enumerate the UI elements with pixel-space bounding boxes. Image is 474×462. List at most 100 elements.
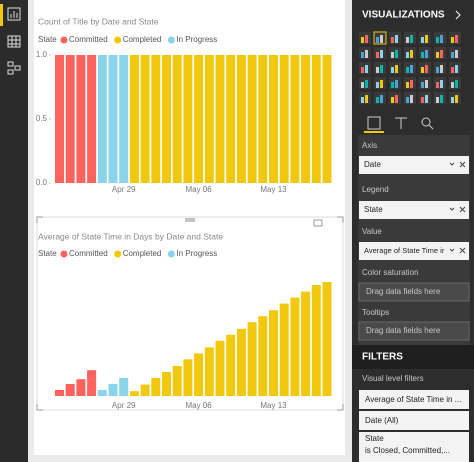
field-name: Date — [364, 160, 381, 169]
bar — [65, 55, 75, 183]
visual-icon-glyph — [451, 97, 454, 103]
bar — [236, 55, 246, 183]
bar — [322, 55, 332, 183]
visual-icon-glyph — [421, 52, 424, 58]
visual-icon-glyph — [440, 50, 443, 58]
analytics-tab[interactable] — [421, 117, 431, 127]
visual-icon-glyph — [421, 37, 424, 43]
filter-card[interactable] — [359, 432, 469, 462]
bar — [97, 390, 107, 396]
visual-icon-glyph — [361, 82, 364, 88]
legend-title: State — [38, 35, 57, 44]
bar — [269, 55, 278, 183]
drop-zone[interactable] — [358, 321, 470, 341]
y-tick-label: 1.0 — [36, 50, 48, 59]
visual-icon-glyph — [406, 52, 409, 58]
bar — [311, 55, 321, 183]
visual-icon-glyph — [455, 35, 458, 43]
visual-icon-glyph — [410, 65, 413, 73]
visual-icon-glyph — [406, 37, 409, 43]
selected-visual-frame[interactable] — [36, 216, 344, 411]
filter-card[interactable] — [359, 411, 469, 430]
legend-label: In Progress — [176, 35, 217, 44]
filter-value: is Closed, Committed,... — [365, 446, 450, 455]
bar — [129, 391, 139, 396]
well-label: Tooltips — [362, 308, 389, 317]
visual-icon-glyph — [436, 82, 439, 88]
report-icon[interactable] — [7, 7, 21, 21]
bar — [55, 55, 64, 183]
bar — [119, 55, 129, 183]
y-tick-label: 0.0 — [36, 178, 48, 187]
bar — [162, 55, 171, 183]
nav-icons[interactable] — [7, 7, 21, 75]
visual-icon-glyph — [380, 50, 383, 58]
bar — [194, 55, 204, 183]
visual-icon-glyph — [421, 82, 424, 88]
legend-marker — [60, 250, 68, 258]
bar — [87, 55, 97, 183]
filter-card[interactable] — [359, 390, 469, 409]
bar — [108, 55, 118, 183]
field-chip[interactable] — [359, 242, 469, 260]
nav-active — [0, 4, 3, 26]
visual-icon-glyph — [436, 52, 439, 58]
visual-icon-glyph — [410, 80, 413, 88]
visual-icon-glyph — [440, 80, 443, 88]
visual-icon-glyph — [406, 67, 409, 73]
data-icon[interactable] — [7, 35, 21, 48]
visual-icon-glyph — [365, 50, 368, 58]
chip-icons[interactable] — [449, 161, 466, 254]
visual-icon-glyph — [376, 97, 379, 103]
bar — [108, 384, 118, 396]
field-chip[interactable] — [359, 156, 469, 174]
bar — [183, 359, 193, 396]
visual-icon-glyph — [406, 97, 409, 103]
filter-name: Date (All) — [365, 416, 399, 425]
legend-label: In Progress — [176, 249, 217, 258]
visual-icon-glyph — [365, 65, 368, 73]
drop-hint: Drag data fields here — [366, 287, 441, 296]
tabs[interactable] — [367, 116, 434, 130]
visual-icon-glyph — [440, 95, 443, 103]
x-tick-label: May 06 — [185, 401, 212, 410]
bar — [162, 372, 171, 396]
bar — [290, 55, 300, 183]
bar — [311, 285, 321, 396]
fields-tab[interactable] — [367, 116, 381, 130]
visual-icon-glyph — [380, 35, 383, 43]
visual-icon-glyph — [455, 95, 458, 103]
visual-icon-glyph — [410, 50, 413, 58]
legend-marker — [114, 36, 122, 44]
visual-icon-glyph — [425, 65, 428, 73]
visual-icon-glyph — [451, 37, 454, 43]
visual-icon-glyph — [410, 35, 413, 43]
legend-label: Completed — [123, 35, 162, 44]
legend-label: Committed — [69, 249, 108, 258]
format-tab[interactable] — [395, 117, 407, 129]
filters-label: Visual level filters — [362, 374, 424, 383]
visual-icon-glyph — [380, 65, 383, 73]
bar — [194, 353, 204, 396]
visual-icon-glyph — [440, 65, 443, 73]
x-tick-label: Apr 29 — [112, 401, 136, 410]
well-label: Axis — [362, 141, 377, 150]
legend-marker — [114, 250, 122, 258]
visual-icon-glyph — [436, 67, 439, 73]
visual-icon-glyph — [380, 80, 383, 88]
visual-icon-glyph — [391, 37, 394, 43]
collapse-button[interactable] — [455, 10, 461, 20]
bar — [129, 55, 139, 183]
bar — [76, 379, 86, 396]
filters-header: FILTERS — [362, 352, 403, 363]
model-icon[interactable] — [7, 61, 14, 67]
visual-icon-glyph — [395, 65, 398, 73]
visual-icon-glyph — [421, 97, 424, 103]
visual-icon-glyph — [365, 35, 368, 43]
visual-icon-glyph — [395, 80, 398, 88]
visual-icon-glyph — [436, 37, 439, 43]
bar — [215, 55, 225, 183]
field-chip[interactable] — [359, 201, 469, 219]
drop-zone[interactable] — [358, 282, 470, 302]
